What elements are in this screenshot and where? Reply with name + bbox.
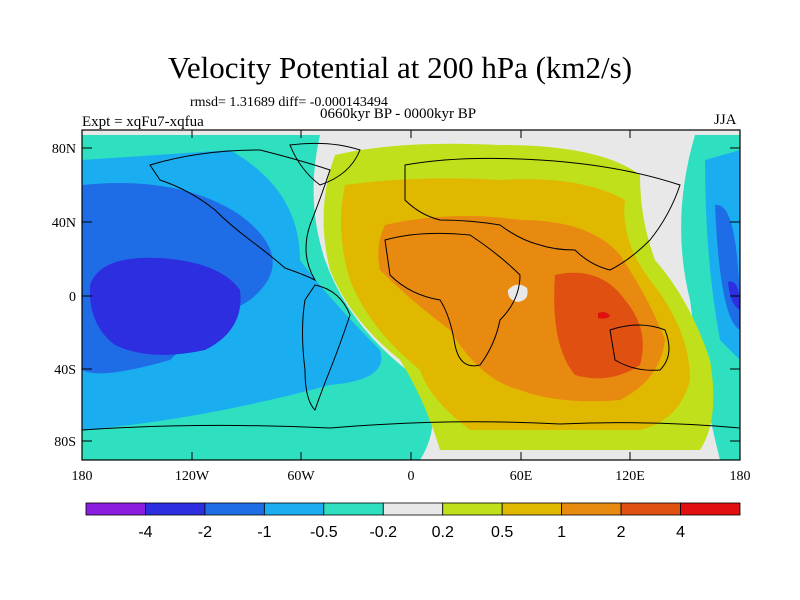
contour-neutral-hole xyxy=(507,284,528,302)
colorbar-label: -0.2 xyxy=(369,524,397,541)
lat-ticks xyxy=(82,147,740,442)
coast-antarctica xyxy=(82,421,740,431)
colorbar-swatch xyxy=(620,502,681,516)
lon-label-60e: 60E xyxy=(510,469,533,484)
coast-greenland xyxy=(289,142,361,186)
lon-label-120e: 120E xyxy=(615,469,645,484)
colorbar-swatch xyxy=(145,502,206,516)
season-label: JJA xyxy=(714,112,737,128)
lat-label-80s: 80S xyxy=(54,435,76,450)
lon-label-180w: 180 xyxy=(72,469,93,484)
colorbar-label: -4 xyxy=(138,524,152,541)
coast-eurasia xyxy=(404,157,681,271)
colorbar-swatch xyxy=(263,502,325,516)
colorbar-label: -2 xyxy=(198,524,212,541)
colorbar-label: 0.5 xyxy=(491,524,513,541)
map-title: Velocity Potential at 200 hPa (km2/s) xyxy=(167,50,633,85)
coast-africa xyxy=(384,232,521,367)
colorbar-labels: -4 -2 -1 -0.5 -0.2 0.2 0.5 1 2 4 xyxy=(138,524,685,541)
colorbar-label: 4 xyxy=(676,524,685,541)
coast-north-america xyxy=(149,149,331,282)
contour-positive-core xyxy=(598,312,610,319)
lat-label-0: 0 xyxy=(69,290,76,305)
lat-label-40s: 40S xyxy=(54,363,76,378)
lon-label-0: 0 xyxy=(408,469,415,484)
colorbar-label: -1 xyxy=(257,524,271,541)
experiment-label: Expt = xqFu7-xqfua xyxy=(82,114,204,130)
colorbar-swatch xyxy=(561,502,622,516)
colorbar-label: -0.5 xyxy=(310,524,338,541)
colorbar xyxy=(85,502,741,516)
lon-label-60w: 60W xyxy=(287,469,315,484)
coast-south-america xyxy=(302,284,351,411)
colorbar-swatch xyxy=(204,502,265,516)
colorbar-label: 0.2 xyxy=(432,524,454,541)
contour-negative-core xyxy=(89,257,241,355)
lon-label-180e: 180 xyxy=(730,469,751,484)
contour-fill-layer xyxy=(82,130,740,460)
colorbar-swatch xyxy=(501,502,563,516)
lat-label-40n: 40N xyxy=(52,216,76,231)
lat-label-80n: 80N xyxy=(52,142,76,157)
colorbar-swatch xyxy=(323,502,384,516)
colorbar-swatch xyxy=(680,502,741,516)
colorbar-swatch xyxy=(442,502,503,516)
stats-line: rmsd= 1.31689 diff= -0.000143494 xyxy=(190,95,388,110)
colorbar-label: 1 xyxy=(557,524,566,541)
colorbar-label: 2 xyxy=(617,524,626,541)
contour-positive-4 xyxy=(554,272,643,379)
colorbar-swatch xyxy=(85,502,146,516)
coast-australia xyxy=(609,324,670,371)
lon-label-120w: 120W xyxy=(175,469,210,484)
colorbar-swatch xyxy=(382,502,444,516)
lon-ticks xyxy=(191,130,631,460)
coastlines xyxy=(82,142,740,431)
period-label: 0660kyr BP - 0000kyr BP xyxy=(320,106,477,122)
